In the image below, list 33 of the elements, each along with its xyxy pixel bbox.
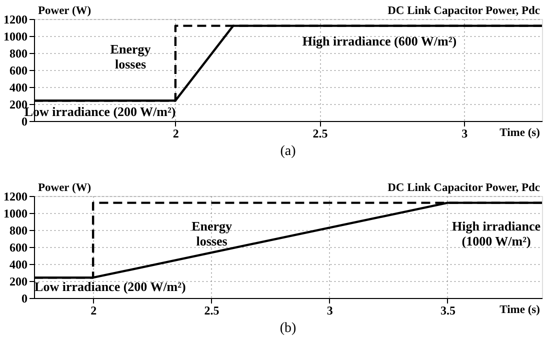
annotation: High irradiance (1000 W/m²) <box>452 218 541 249</box>
y-tick-label: 0 <box>22 114 28 128</box>
annotation: High irradiance (600 W/m²) <box>302 33 457 48</box>
y-tick-label: 1200 <box>4 190 28 204</box>
y-axis-title: Power (W) <box>38 182 92 194</box>
y-tick-label: 1000 <box>4 30 28 44</box>
y-tick-label: 1000 <box>4 206 28 220</box>
annotation: Low irradiance (200 W/m²) <box>34 278 186 294</box>
x-axis-title: Time (s) <box>500 127 540 139</box>
y-tick-label: 1200 <box>4 12 28 26</box>
text: (a) <box>280 144 296 159</box>
y-axis-title: Power (W) <box>38 5 92 17</box>
x-tick-label: 3.5 <box>440 304 456 318</box>
y-tick-label: 600 <box>10 64 28 78</box>
x-axis-title: Time (s) <box>500 304 540 316</box>
x-tick-label: 2 <box>90 304 97 318</box>
chart-title: DC Link Capacitor Power, Pdc <box>388 5 540 17</box>
y-tick-label: 600 <box>10 240 28 254</box>
chart-title: DC Link Capacitor Power, Pdc <box>388 182 540 194</box>
y-tick-label: 400 <box>10 80 28 94</box>
x-tick-label: 3 <box>462 126 468 140</box>
x-tick-label: 2.5 <box>312 126 328 140</box>
x-tick-label: 2 <box>172 126 179 140</box>
annotation: Energy losses <box>192 218 233 249</box>
y-tick-label: 200 <box>10 274 28 288</box>
annotation: Energy losses <box>110 42 152 72</box>
y-tick-label: 800 <box>10 46 28 60</box>
text: (b) <box>280 321 296 336</box>
y-tick-label: 400 <box>10 258 28 272</box>
y-tick-label: 800 <box>10 224 28 238</box>
y-tick-label: 0 <box>22 292 28 306</box>
x-tick-label: 3 <box>326 304 333 318</box>
x-tick-label: 2.5 <box>204 304 220 318</box>
